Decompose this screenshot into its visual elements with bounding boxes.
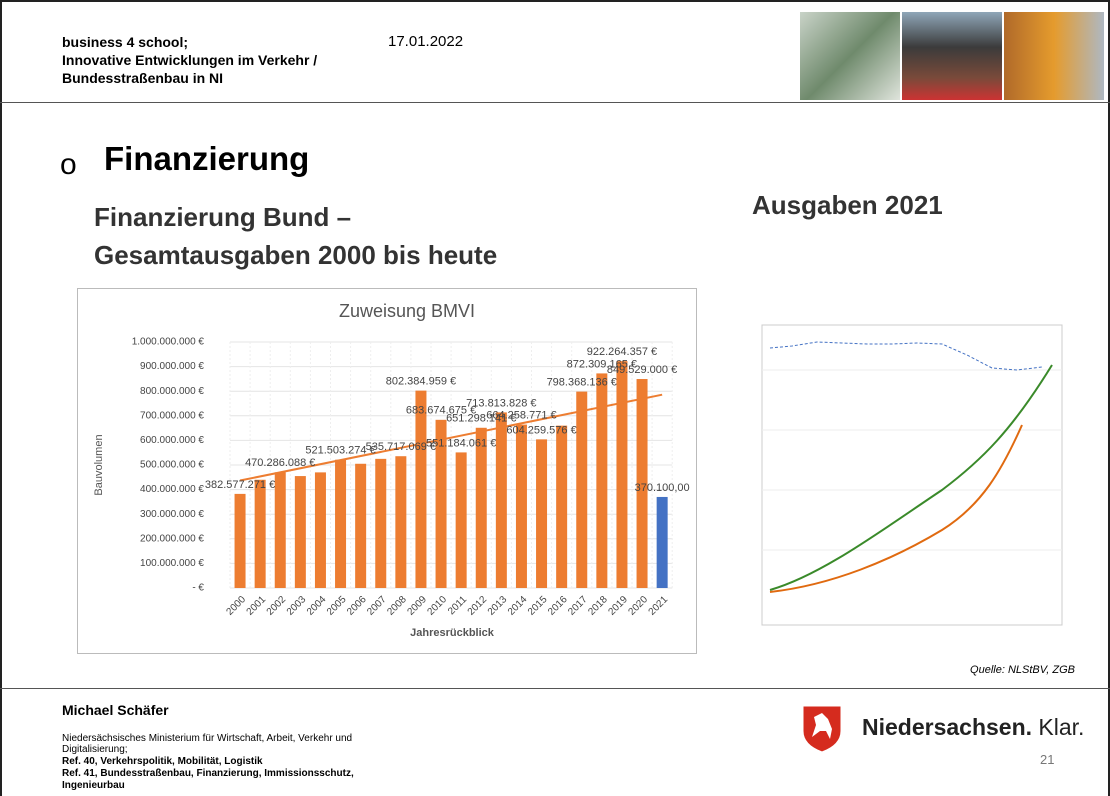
- org: business 4 school;: [62, 33, 188, 51]
- chart-title: Zuweisung BMVI: [339, 301, 475, 321]
- budget-chart-image: [722, 270, 1072, 668]
- value-label: 922.264.357 €: [587, 346, 657, 358]
- bar: [576, 392, 587, 588]
- value-label: 551.184.061 €: [426, 437, 496, 449]
- bar: [516, 425, 527, 588]
- bar: [657, 497, 668, 588]
- bar: [255, 480, 266, 588]
- bar: [335, 460, 346, 588]
- photo: [902, 12, 1002, 100]
- brand-claim: Klar.: [1038, 714, 1084, 740]
- chart: Zuweisung BMVI Jahresrückblick Bauvolume…: [77, 288, 697, 654]
- border: [0, 0, 2, 796]
- value-label: 802.384.959 €: [386, 376, 456, 388]
- bar: [375, 459, 386, 588]
- bar: [556, 426, 567, 588]
- divider: [0, 102, 1110, 103]
- image-bg: [722, 270, 1072, 668]
- subtitle: Finanzierung Bund –: [94, 202, 351, 233]
- border: [0, 0, 1110, 2]
- photo: [1004, 12, 1104, 100]
- value-label: 370.100,00: [635, 482, 690, 494]
- value-label: 382.577.271 €: [205, 479, 275, 491]
- ministry: Niedersächsisches Ministerium für Wirtsc…: [62, 733, 412, 755]
- author: Michael Schäfer: [62, 702, 169, 718]
- bullet: o: [60, 148, 77, 182]
- y-tick-label: 900.000.000 €: [140, 361, 204, 372]
- bar: [295, 476, 306, 588]
- bar: [476, 428, 487, 588]
- brand: Niedersachsen. Klar.: [862, 714, 1084, 741]
- y-tick-label: - €: [192, 583, 204, 594]
- bar: [616, 361, 627, 588]
- bar: [355, 464, 366, 588]
- bar: [395, 456, 406, 588]
- y-axis-title: Bauvolumen: [93, 434, 105, 495]
- subtitle: Gesamtausgaben 2000 bis heute: [94, 240, 497, 271]
- y-tick-label: 600.000.000 €: [140, 435, 204, 446]
- slide-title: Finanzierung: [104, 140, 309, 178]
- slide: business 4 school; 17.01.2022 Innovative…: [0, 0, 1110, 796]
- value-label: 713.813.828 €: [466, 397, 536, 409]
- divider: [0, 688, 1110, 689]
- bar: [496, 412, 507, 588]
- date: 17.01.2022: [388, 33, 463, 50]
- y-tick-label: 100.000.000 €: [140, 558, 204, 569]
- photo: [800, 12, 900, 100]
- right-title: Ausgaben 2021: [752, 190, 943, 221]
- bar: [235, 494, 246, 588]
- page-number: 21: [1040, 752, 1054, 767]
- bar: [456, 452, 467, 588]
- y-tick-label: 700.000.000 €: [140, 410, 204, 421]
- value-label: 470.286.088 €: [245, 457, 315, 469]
- bar: [315, 472, 326, 588]
- y-tick-label: 500.000.000 €: [140, 460, 204, 471]
- ref: Ref. 41, Bundesstraßenbau, Finanzierung,…: [62, 768, 412, 792]
- ref: Ref. 40, Verkehrspolitik, Mobilität, Log…: [62, 756, 263, 767]
- bar: [536, 439, 547, 588]
- value-label: 798.368.136 €: [547, 377, 617, 389]
- bar: [275, 472, 286, 588]
- logo: [800, 703, 844, 753]
- value-label: 604.259.576 €: [506, 424, 576, 436]
- value-label: 849.529.000 €: [607, 364, 677, 376]
- topic: Innovative Entwicklungen im Verkehr /: [62, 51, 317, 69]
- y-tick-label: 800.000.000 €: [140, 386, 204, 397]
- source: Quelle: NLStBV, ZGB: [880, 664, 1075, 676]
- y-tick-label: 200.000.000 €: [140, 533, 204, 544]
- y-tick-label: 300.000.000 €: [140, 509, 204, 520]
- bar: [415, 391, 426, 588]
- y-tick-label: 400.000.000 €: [140, 484, 204, 495]
- y-tick-label: 1.000.000.000 €: [132, 337, 205, 348]
- topic: Bundesstraßenbau in NI: [62, 69, 223, 87]
- x-axis-title: Jahresrückblick: [410, 627, 495, 639]
- brand-name: Niedersachsen.: [862, 714, 1032, 740]
- value-label: 664.258.771 €: [486, 409, 556, 421]
